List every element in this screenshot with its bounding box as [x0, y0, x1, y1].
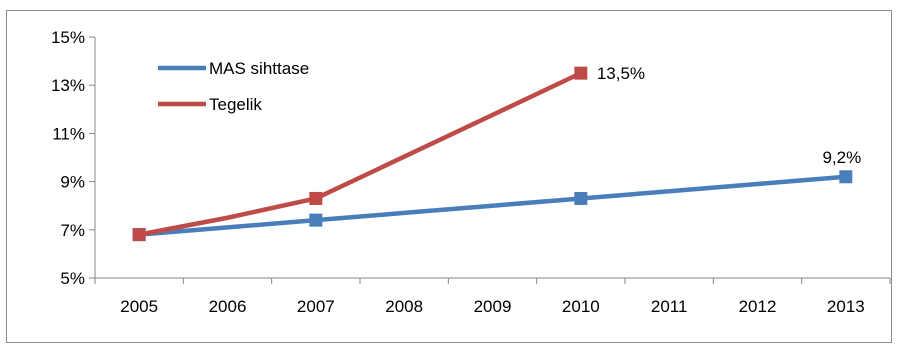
y-tick-label: 11% [52, 124, 85, 143]
x-tick-label: 2006 [209, 297, 247, 316]
legend-label: MAS sihttase [209, 59, 309, 78]
labels-layer: 13,5% 9,2% [597, 64, 861, 167]
y-tick-label: 13% [51, 76, 85, 95]
legend-background [148, 40, 376, 132]
data-label: 9,2% [822, 148, 861, 167]
series-line-0 [136, 174, 849, 237]
x-tick-label: 2011 [651, 297, 688, 316]
x-tick-label: 2010 [562, 297, 600, 316]
data-point-marker [309, 191, 323, 205]
data-point-marker [574, 191, 588, 205]
data-point-marker [574, 66, 588, 80]
axes: 5% 7% 9% 11% 13% 15% 2005 2006 2007 2008 2009 2010 2… [51, 28, 891, 316]
x-tick-label: 2007 [297, 297, 335, 316]
series-layer [132, 66, 853, 242]
x-tick-label: 2012 [739, 297, 777, 316]
y-tick-label: 7% [60, 221, 85, 240]
data-label: 13,5% [597, 64, 645, 83]
y-tick-label: 5% [60, 269, 85, 288]
x-tick-label: 2013 [827, 297, 865, 316]
data-point-marker [132, 228, 146, 242]
data-point-marker [309, 213, 323, 227]
x-tick-label: 2008 [385, 297, 423, 316]
legend-label: Tegelik [209, 95, 262, 114]
y-tick-label: 9% [60, 173, 85, 192]
x-tick-label: 2009 [474, 297, 512, 316]
y-tick-label: 15% [51, 28, 85, 47]
x-tick-label: 2005 [120, 297, 158, 316]
legend: MAS sihttase Tegelik [148, 40, 376, 132]
data-point-marker [839, 170, 853, 184]
series-line-1 [136, 70, 584, 237]
